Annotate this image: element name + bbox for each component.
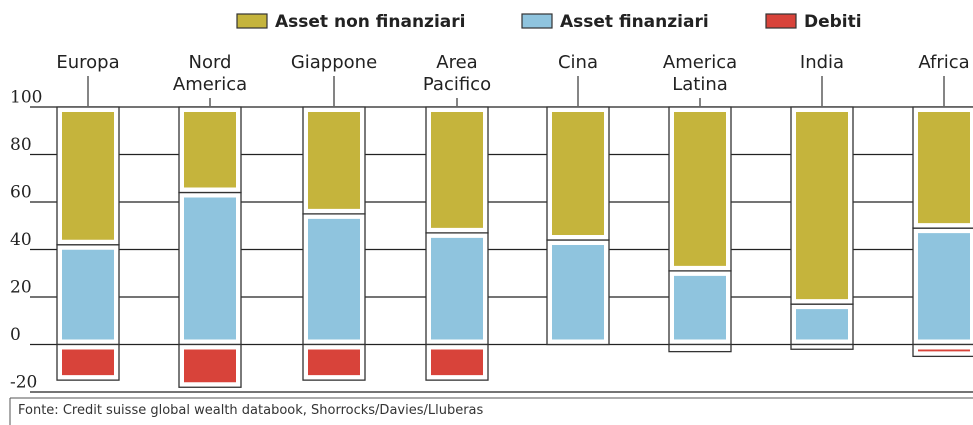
bar	[184, 112, 236, 188]
category-label: India	[799, 52, 845, 73]
legend-label: Debiti	[804, 12, 862, 32]
bar-frame	[668, 343, 732, 353]
category-label: Africa	[918, 52, 970, 73]
bar	[184, 197, 236, 340]
bar	[308, 349, 360, 376]
bar	[308, 112, 360, 209]
legend-swatch	[521, 13, 553, 29]
bar	[62, 112, 114, 240]
category-label: Area Pacifico	[422, 52, 492, 95]
bar	[918, 112, 970, 224]
bar	[431, 112, 483, 228]
source: Fonte: Credit suisse global wealth datab…	[18, 403, 484, 418]
bar	[552, 112, 604, 235]
bar	[431, 349, 483, 376]
y-tick-label: 20	[10, 278, 32, 298]
bar	[674, 275, 726, 340]
category-label: Europa	[56, 52, 120, 73]
y-tick-label: 40	[10, 230, 32, 250]
bar	[552, 245, 604, 340]
bar	[62, 349, 114, 376]
bar	[308, 218, 360, 340]
bar	[674, 112, 726, 266]
bar	[796, 112, 848, 300]
y-tick-label: 100	[10, 88, 42, 108]
bar	[62, 249, 114, 340]
y-tick-label: -20	[10, 373, 37, 393]
legend-swatch	[765, 13, 797, 29]
bar-frame	[790, 343, 854, 350]
y-tick-label: 80	[10, 135, 32, 155]
category-label: Cina	[557, 52, 598, 73]
legend-swatch	[236, 13, 268, 29]
y-tick-label: 0	[10, 325, 21, 345]
category-label: Nord America	[172, 52, 248, 95]
y-tick-label: 60	[10, 183, 32, 203]
bar	[918, 349, 970, 352]
bar	[184, 349, 236, 383]
category-label: Giappone	[290, 52, 378, 73]
legend-label: Asset non finanziari	[275, 12, 465, 32]
legend-label: Asset finanziari	[560, 12, 709, 32]
bar	[431, 237, 483, 340]
bar	[796, 309, 848, 340]
bar	[918, 233, 970, 340]
category-label: America Latina	[662, 52, 738, 95]
